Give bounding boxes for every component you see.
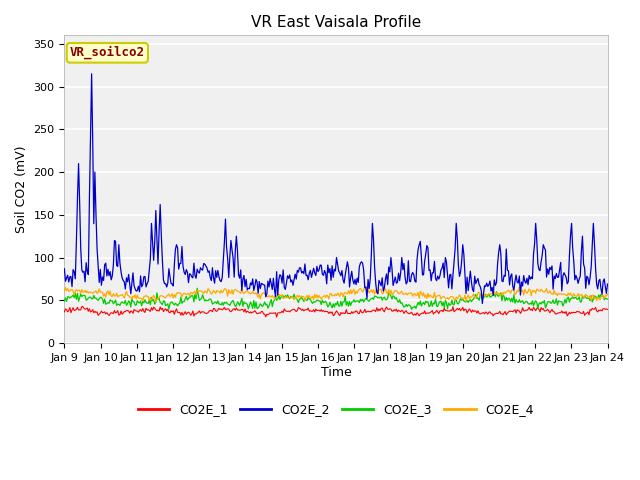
Title: VR East Vaisala Profile: VR East Vaisala Profile <box>251 15 421 30</box>
Text: VR_soilco2: VR_soilco2 <box>70 46 145 60</box>
X-axis label: Time: Time <box>321 365 351 379</box>
Y-axis label: Soil CO2 (mV): Soil CO2 (mV) <box>15 145 28 233</box>
Legend: CO2E_1, CO2E_2, CO2E_3, CO2E_4: CO2E_1, CO2E_2, CO2E_3, CO2E_4 <box>132 398 540 421</box>
